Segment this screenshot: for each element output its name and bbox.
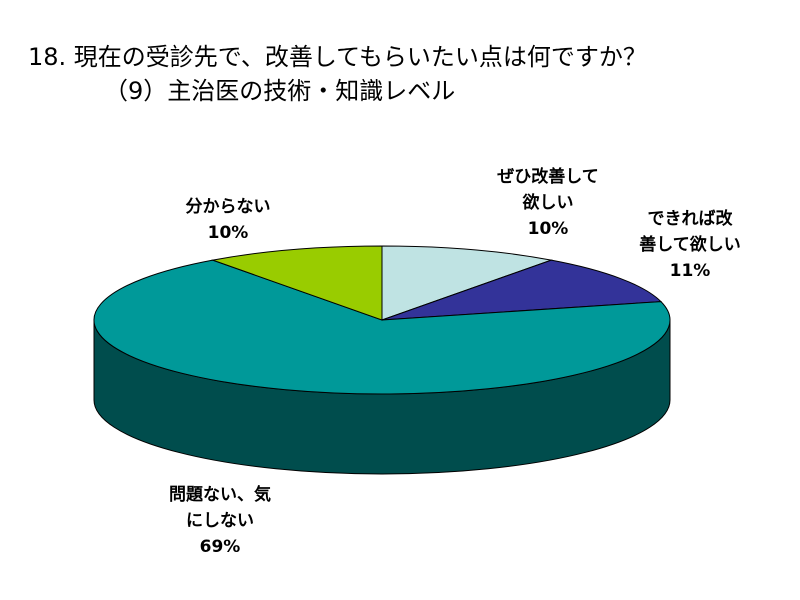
- slice-dont-know: [210, 245, 383, 321]
- data-label-strongly-improve-name-2: 欲しい: [522, 193, 574, 213]
- data-label-no-problem-value: 69%: [199, 537, 241, 557]
- data-label-dont-know-value: 10%: [207, 223, 249, 243]
- data-label-no-problem-name-2: にしない: [186, 511, 254, 531]
- data-label-no-problem: 問題ない、気 にしない 69%: [150, 482, 290, 560]
- data-label-would-like-improve-value: 11%: [669, 261, 711, 281]
- slice-strongly-improve: [381, 245, 554, 321]
- data-label-strongly-improve: ぜひ改善して 欲しい 10%: [478, 164, 618, 242]
- pie-slice-group: [93, 245, 671, 395]
- chart-title-line1: 18. 現在の受診先で、改善してもらいたい点は何ですか？: [28, 43, 647, 71]
- slice-would-like-improve: [381, 259, 663, 321]
- data-label-dont-know: 分からない 10%: [158, 194, 298, 246]
- slice-no-problem: [93, 259, 671, 395]
- data-label-dont-know-name-1: 分からない: [185, 197, 271, 217]
- data-label-strongly-improve-value: 10%: [527, 219, 569, 239]
- data-label-strongly-improve-name-1: ぜひ改善して: [497, 167, 599, 187]
- data-label-would-like-improve-name-1: できれば改: [647, 209, 733, 229]
- chart-title: 18. 現在の受診先で、改善してもらいたい点は何ですか？ （9）主治医の技術・知…: [28, 40, 647, 108]
- data-label-would-like-improve: できれば改 善して欲しい 11%: [620, 206, 760, 284]
- chart-title-line2: （9）主治医の技術・知識レベル: [104, 77, 456, 105]
- data-label-would-like-improve-name-2: 善して欲しい: [639, 235, 741, 255]
- data-label-no-problem-name-1: 問題ない、気: [169, 485, 271, 505]
